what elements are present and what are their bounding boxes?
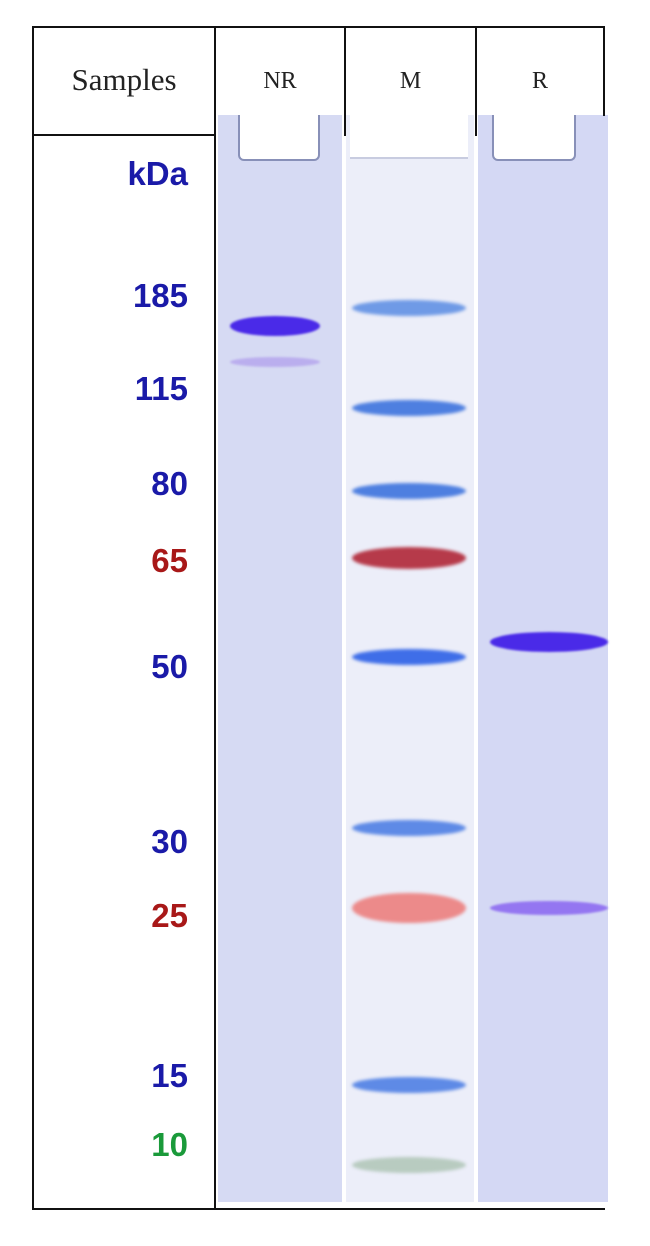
marker-band-25	[352, 893, 466, 923]
marker-band-65	[352, 547, 466, 569]
lane-header-r: R	[531, 68, 548, 94]
lane-header-nr: NR	[263, 68, 297, 94]
table-border-bottom	[32, 1208, 605, 1210]
mw-label-15: 15	[151, 1057, 188, 1094]
mw-label-80: 80	[151, 465, 188, 502]
mw-label-65: 65	[151, 542, 188, 579]
mw-label-115: 115	[134, 370, 188, 407]
kda-unit-label: kDa	[127, 155, 188, 192]
gel-lane-r	[478, 115, 608, 1202]
well-nr	[238, 115, 320, 161]
gel-lane-nr	[218, 115, 342, 1202]
lane-header-m: M	[399, 68, 422, 94]
marker-band-185	[352, 300, 466, 316]
marker-band-50	[352, 649, 466, 665]
sample-band-nr-1	[230, 315, 320, 336]
sample-band-r-1	[490, 632, 608, 653]
table-border-left	[32, 26, 34, 1210]
lane-divider-2	[475, 26, 477, 136]
well-r	[492, 115, 576, 161]
sample-band-nr-2	[230, 357, 320, 368]
mw-label-10: 10	[151, 1126, 188, 1163]
table-border-top	[32, 26, 605, 28]
sample-band-r-2	[490, 901, 608, 915]
marker-band-30	[352, 820, 466, 836]
well-m	[350, 115, 468, 159]
samples-header: Samples	[71, 62, 177, 97]
mw-label-185: 185	[132, 277, 188, 314]
marker-band-115	[352, 400, 466, 416]
mw-label-50: 50	[151, 648, 188, 685]
marker-band-80	[352, 483, 466, 499]
mw-label-30: 30	[151, 823, 188, 860]
lane-divider-3	[603, 26, 605, 116]
header-row-divider	[32, 134, 216, 136]
lane-divider-1	[344, 26, 346, 136]
column-divider	[214, 26, 216, 1210]
mw-label-25: 25	[151, 897, 188, 934]
marker-band-15	[352, 1077, 466, 1093]
marker-band-10	[352, 1157, 466, 1173]
